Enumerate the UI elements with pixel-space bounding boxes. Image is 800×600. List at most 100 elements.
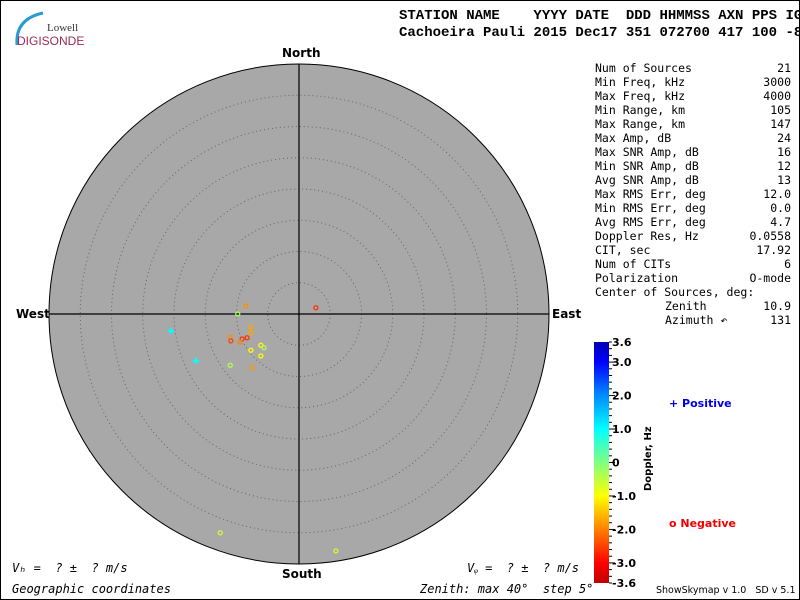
stat-label: Min RMS Err, deg bbox=[595, 201, 706, 215]
source-point-negative bbox=[217, 530, 223, 536]
source-point-negative bbox=[237, 339, 243, 345]
stat-value: 4000 bbox=[763, 89, 791, 103]
stat-label: Num of Sources bbox=[595, 61, 692, 75]
stat-label: CIT, sec bbox=[595, 243, 651, 257]
source-point-negative bbox=[235, 311, 241, 317]
colorbar-tick-label: 1.0 bbox=[612, 423, 632, 436]
source-point-negative bbox=[258, 353, 264, 359]
stat-label: Polarization bbox=[595, 271, 679, 285]
zenith-scale-label: Zenith: max 40° step 5° bbox=[420, 582, 594, 596]
west-label: West bbox=[16, 307, 50, 321]
stat-value: 12.0 bbox=[763, 187, 791, 201]
north-label: North bbox=[282, 46, 321, 60]
source-point-negative bbox=[248, 347, 254, 353]
stat-row: Max Range, km 147 bbox=[595, 117, 791, 131]
positive-label: Positive bbox=[682, 397, 732, 410]
stat-value: 4.7 bbox=[770, 215, 791, 229]
stat-value: 6 bbox=[784, 257, 791, 271]
colorbar-label: Doppler, Hz bbox=[643, 426, 654, 491]
stat-value: 24 bbox=[777, 131, 791, 145]
header-labels: STATION NAME YYYY DATE DDD HHMMSS AXN PP… bbox=[399, 8, 800, 24]
stat-label: Avg RMS Err, deg bbox=[595, 215, 706, 229]
stat-value: 16 bbox=[777, 145, 791, 159]
stat-row: Doppler Res, Hz 0.0558 bbox=[595, 229, 791, 243]
colorbar-tick-label: 2.0 bbox=[612, 390, 632, 403]
east-label: East bbox=[552, 307, 582, 321]
colorbar-tick-label: 3.6 bbox=[612, 336, 632, 349]
colorbar-tick-label: -1.0 bbox=[612, 490, 636, 503]
stat-row: CIT, sec 17.92 bbox=[595, 243, 791, 257]
colorbar-tick-label: -2.0 bbox=[612, 523, 636, 536]
center-title: Center of Sources, deg: bbox=[595, 285, 755, 299]
source-point-negative bbox=[243, 303, 249, 309]
stat-label: Min Range, km bbox=[595, 103, 686, 117]
source-point-negative bbox=[248, 324, 254, 330]
stat-row: Min Freq, kHz 3000 bbox=[595, 75, 791, 89]
stat-label: Avg SNR Amp, dB bbox=[595, 173, 699, 187]
stat-label: Max Amp, dB bbox=[595, 131, 672, 145]
stat-label: Doppler Res, Hz bbox=[595, 229, 699, 243]
source-point-negative bbox=[313, 305, 319, 311]
stat-label: Max Range, km bbox=[595, 117, 686, 131]
stat-label: Min Freq, kHz bbox=[595, 75, 686, 89]
stat-value: 0.0558 bbox=[749, 229, 791, 243]
stat-value: 21 bbox=[777, 61, 791, 75]
source-point-negative bbox=[333, 548, 339, 554]
version-label: ShowSkymap v 1.0 SD v 5.1 bbox=[656, 585, 796, 596]
stat-value: O-mode bbox=[749, 271, 791, 285]
stat-value: 0.0 bbox=[770, 201, 791, 215]
source-point-negative bbox=[244, 335, 250, 341]
colorbar-tick-label: 0 bbox=[612, 457, 620, 470]
stat-row: Min Range, km 105 bbox=[595, 103, 791, 117]
stats-panel: Num of Sources 21 Min Freq, kHz 3000 Max Fre… bbox=[595, 61, 791, 327]
stat-row: Avg SNR Amp, dB 13 bbox=[595, 173, 791, 187]
colorbar-tick-label: 3.0 bbox=[612, 356, 632, 369]
source-point-negative bbox=[261, 345, 267, 351]
stat-row: Avg RMS Err, deg 4.7 bbox=[595, 215, 791, 229]
svg-text:DIGISONDE: DIGISONDE bbox=[17, 34, 84, 48]
source-point-negative bbox=[258, 342, 264, 348]
source-point-positive bbox=[167, 327, 174, 334]
colorbar bbox=[594, 342, 609, 583]
source-point-negative bbox=[228, 338, 234, 344]
stat-value: 13 bbox=[777, 173, 791, 187]
center-azimuth: Azimuth ↶ 131 bbox=[665, 313, 791, 327]
stat-row: Min SNR Amp, dB 12 bbox=[595, 159, 791, 173]
source-point-negative bbox=[249, 365, 255, 371]
stat-value: 17.92 bbox=[756, 243, 791, 257]
stat-label: Num of CITs bbox=[595, 257, 672, 271]
colorbar-tick-label: -3.0 bbox=[612, 557, 636, 570]
source-point-negative bbox=[248, 330, 254, 336]
stat-row: Max SNR Amp, dB 16 bbox=[595, 145, 791, 159]
stat-row: Max RMS Err, deg 12.0 bbox=[595, 187, 791, 201]
stat-row: Max Freq, kHz 4000 bbox=[595, 89, 791, 103]
stat-row: Min RMS Err, deg 0.0 bbox=[595, 201, 791, 215]
south-label: South bbox=[282, 567, 322, 581]
positive-legend: + Positive bbox=[669, 397, 732, 410]
stat-label: Max RMS Err, deg bbox=[595, 187, 706, 201]
stat-value: 3000 bbox=[763, 75, 791, 89]
source-point-positive bbox=[192, 357, 199, 364]
vz-readout: Vᵩ = ? ± ? m/s bbox=[467, 561, 580, 575]
stat-value: 12 bbox=[777, 159, 791, 173]
stat-row: Num of Sources 21 bbox=[595, 61, 791, 75]
coordinates-label: Geographic coordinates bbox=[12, 582, 171, 596]
colorbar-tick-label: -3.6 bbox=[612, 577, 636, 590]
center-zenith: Zenith 10.9 bbox=[665, 299, 791, 313]
digisonde-logo: Lowell DIGISONDE bbox=[15, 11, 84, 48]
negative-legend: o Negative bbox=[669, 517, 737, 530]
vh-readout: Vₕ = ? ± ? m/s bbox=[12, 561, 128, 575]
stat-row: Polarization O-mode bbox=[595, 271, 791, 285]
stat-label: Max Freq, kHz bbox=[595, 89, 686, 103]
svg-text:Lowell: Lowell bbox=[47, 22, 78, 34]
source-point-negative bbox=[227, 362, 233, 368]
stat-value: 147 bbox=[770, 117, 791, 131]
negative-label: Negative bbox=[680, 517, 737, 530]
stat-label: Min SNR Amp, dB bbox=[595, 159, 699, 173]
stat-row: Max Amp, dB 24 bbox=[595, 131, 791, 145]
header-values: Cachoeira Pauli 2015 Dec17 351 072700 41… bbox=[399, 25, 800, 41]
stat-row: Num of CITs 6 bbox=[595, 257, 791, 271]
stat-label: Max SNR Amp, dB bbox=[595, 145, 699, 159]
